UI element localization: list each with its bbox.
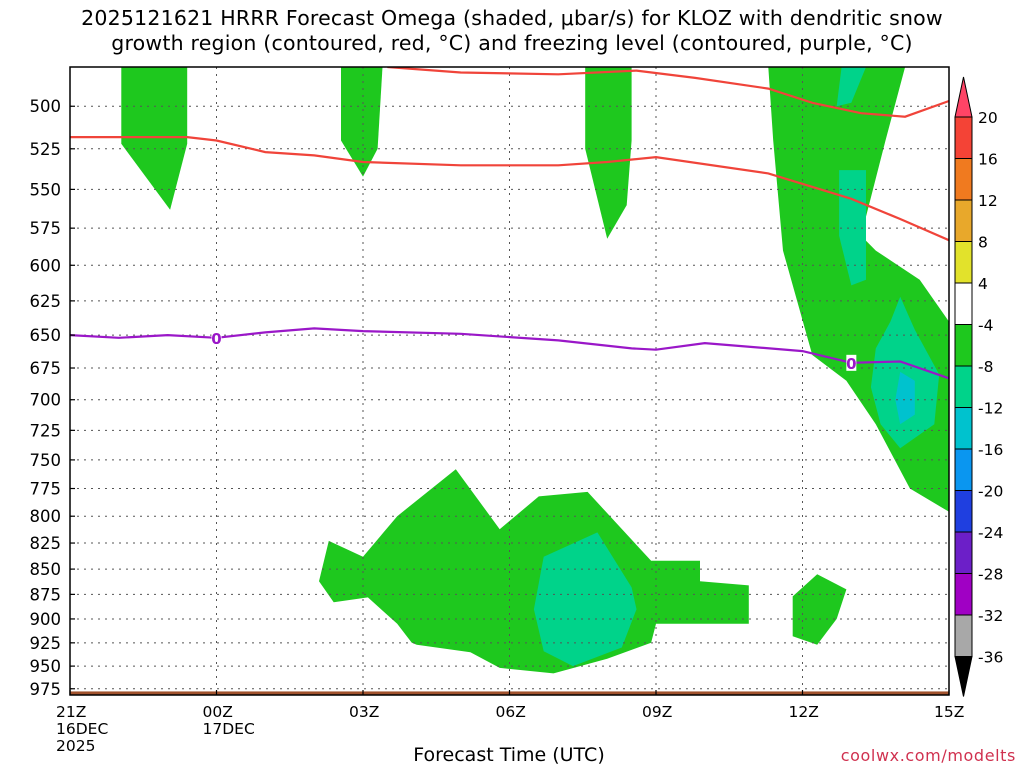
y-tick-label: 875	[30, 585, 62, 604]
colorbar-box	[955, 159, 972, 201]
credit-text: coolwx.com/modelts	[841, 746, 1016, 765]
y-tick-label: 750	[30, 451, 62, 470]
y-tick-label: 500	[30, 97, 62, 116]
colorbar-label: -4	[978, 317, 993, 335]
x-tick-label: 00Z	[203, 703, 233, 721]
y-tick-label: 725	[30, 421, 62, 440]
colorbar-label: -20	[978, 483, 1003, 501]
colorbar-label: -24	[978, 524, 1003, 542]
colorbar-box	[955, 491, 972, 533]
x-tick-label: 03Z	[349, 703, 379, 721]
y-tick-label: 850	[30, 560, 62, 579]
colorbar-box	[955, 325, 972, 367]
colorbar-top-arrow	[955, 77, 972, 117]
colorbar-box	[955, 242, 972, 284]
x-tick-label: 06Z	[496, 703, 526, 721]
x-tick-label: 09Z	[642, 703, 672, 721]
y-tick-label: 925	[30, 634, 62, 653]
freezing-level-label: 0	[211, 330, 221, 348]
y-tick-label: 550	[30, 180, 62, 199]
colorbar-label: 12	[978, 192, 998, 210]
colorbar-box	[955, 615, 972, 657]
colorbar-label: -16	[978, 441, 1003, 459]
colorbar-label: 8	[978, 234, 988, 252]
colorbar-label: 16	[978, 151, 998, 169]
y-axis: 500 525 550 575 600 625 650 675 700 725 750 775 800 8…	[30, 97, 76, 699]
y-tick-label: 700	[30, 391, 62, 410]
colorbar-bottom-arrow	[955, 657, 972, 697]
colorbar-box	[955, 449, 972, 491]
colorbar-box	[955, 574, 972, 616]
y-tick-label: 625	[30, 292, 62, 311]
x-tick-label: 16DEC	[56, 720, 108, 738]
colorbar-label: -12	[978, 400, 1003, 418]
colorbar-box	[955, 200, 972, 242]
colorbar-label: 4	[978, 275, 988, 293]
colorbar-label: -36	[978, 649, 1003, 667]
y-tick-label: 675	[30, 359, 62, 378]
freezing-level-label: 0	[846, 355, 856, 373]
colorbar-label: -28	[978, 566, 1003, 584]
y-tick-label: 575	[30, 219, 62, 238]
y-tick-label: 950	[30, 657, 62, 676]
colorbar-label: -8	[978, 358, 993, 376]
x-tick-label: 12Z	[789, 703, 819, 721]
colorbar-label: -32	[978, 607, 1003, 625]
colorbar-box	[955, 532, 972, 574]
y-tick-label: 650	[30, 326, 62, 345]
colorbar-box	[955, 366, 972, 408]
colorbar-box	[955, 408, 972, 450]
colorbar-box	[955, 117, 972, 159]
y-tick-label: 600	[30, 256, 62, 275]
y-tick-label: 975	[30, 680, 62, 699]
y-tick-label: 525	[30, 140, 62, 159]
colorbar-label: 20	[978, 109, 998, 127]
y-tick-label: 775	[30, 480, 62, 499]
y-tick-label: 900	[30, 610, 62, 629]
y-tick-label: 825	[30, 534, 62, 553]
colorbar: 20 16 12 8 4 -4 -8 -12 -16 -20 -24 -28 -32 -36	[955, 77, 1003, 697]
colorbar-box	[955, 283, 972, 325]
x-tick-label: 21Z	[56, 703, 86, 721]
x-tick-label: 15Z	[934, 703, 964, 721]
x-tick-label: 17DEC	[203, 720, 255, 738]
y-tick-label: 800	[30, 507, 62, 526]
